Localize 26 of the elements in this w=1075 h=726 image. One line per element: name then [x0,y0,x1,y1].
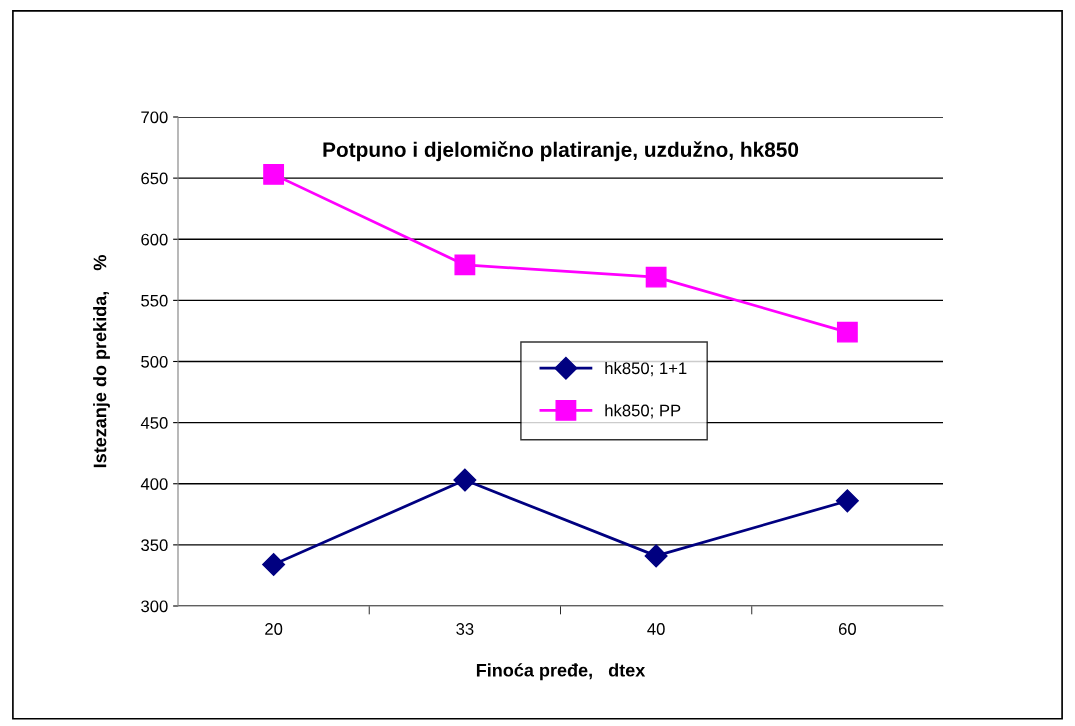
y-tick-label: 500 [141,355,168,368]
x-tick-label: 33 [456,623,474,635]
y-tick-label: 350 [141,539,168,552]
y-axis-title: Istezanje do prekida, % [93,255,110,468]
y-tick-label: 550 [141,294,168,307]
point [454,254,476,276]
x-tick-label: 60 [838,623,856,635]
x-axis-title: Finoća pređe, dtex [476,663,646,681]
legend-label: hk850; 1+1 [605,361,687,377]
y-tick-label: 300 [141,600,168,613]
x-tick-label: 40 [647,623,665,635]
point [453,468,477,492]
point [835,489,859,513]
point [836,321,858,343]
point [263,164,285,185]
point [262,552,286,576]
legend-label: hk850; PP [605,404,681,419]
y-tick-label: 400 [140,478,168,490]
y-tick-label: 450 [140,417,168,429]
y-tick-label: 600 [141,233,168,246]
text: Potpuno i djelomično platiranje, uzdužno, hk850 [323,141,799,162]
y-tick-label: 700 [141,111,168,124]
point [645,266,667,288]
x-tick-label: 20 [265,623,283,635]
point [644,544,668,568]
y-tick-label: 650 [141,172,168,185]
